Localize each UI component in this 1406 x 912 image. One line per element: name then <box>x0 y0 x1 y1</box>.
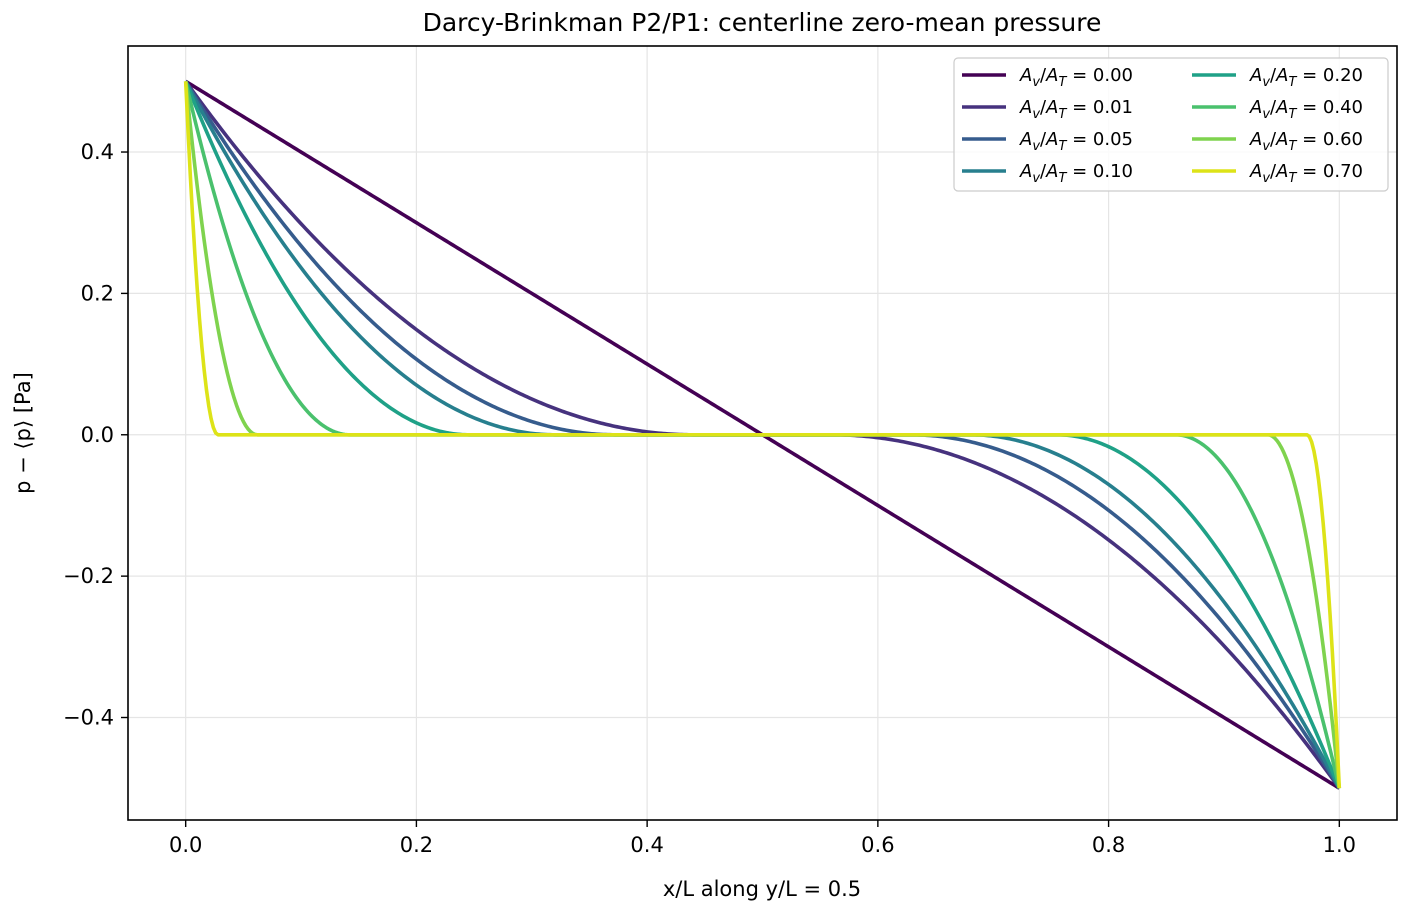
legend-entry: Av/AT = 0.05 <box>1019 129 1133 154</box>
x-tick-label: 1.0 <box>1323 833 1356 857</box>
legend-entry: Av/AT = 0.01 <box>1019 97 1133 122</box>
y-tick-label: 0.2 <box>81 281 114 305</box>
x-tick-label: 0.6 <box>861 833 894 857</box>
legend: Av/AT = 0.00 Av/AT = 0.01 Av/AT = 0.05 Av/A… <box>953 57 1389 192</box>
legend-box <box>953 57 1389 192</box>
series-lines <box>183 79 1342 790</box>
legend-entry: Av/AT = 0.10 <box>1019 161 1133 186</box>
legend-entry: Av/AT = 0.60 <box>1249 129 1363 154</box>
x-tick-label: 0.0 <box>169 833 202 857</box>
x-tick-label: 0.4 <box>630 833 663 857</box>
x-tick-label: 0.2 <box>400 833 433 857</box>
legend-entry: Av/AT = 0.00 <box>1019 65 1133 90</box>
legend-entry: Av/AT = 0.20 <box>1249 65 1363 90</box>
y-tick-label: −0.2 <box>63 564 114 588</box>
x-tick-label: 0.8 <box>1092 833 1125 857</box>
legend-entry: Av/AT = 0.40 <box>1249 97 1363 122</box>
y-tick-label: 0.4 <box>81 140 114 164</box>
y-axis-label: p − ⟨p⟩ [Pa] <box>11 372 35 494</box>
x-axis-ticks: 0.0 0.2 0.4 0.6 0.8 1.0 <box>169 820 1356 857</box>
series-line-7 <box>183 81 1342 789</box>
plot-frame <box>127 45 1398 821</box>
legend-entry: Av/AT = 0.70 <box>1249 161 1363 186</box>
chart-title: Darcy-Brinkman P2/P1: centerline zero-me… <box>423 8 1102 37</box>
y-axis-ticks: 0.4 0.2 0.0 −0.2 −0.4 <box>63 140 128 730</box>
y-tick-label: 0.0 <box>81 423 114 447</box>
x-axis-label: x/L along y/L = 0.5 <box>663 877 861 901</box>
y-tick-label: −0.4 <box>63 706 114 730</box>
